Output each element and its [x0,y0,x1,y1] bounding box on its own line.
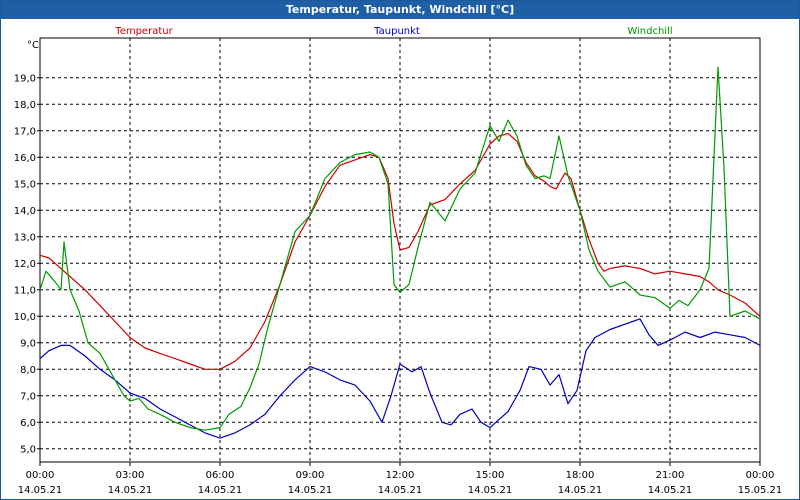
x-tick-time: 18:00 [566,470,595,481]
y-tick-label: 5,0 [20,444,36,455]
x-tick-time: 12:00 [386,470,415,481]
x-tick-time: 21:00 [656,470,685,481]
series-lines [39,66,761,439]
y-axis-unit: °C [27,40,39,51]
x-axis: 00:00 14.05.21 03:00 14.05.21 06:00 14.05.21 0… [18,462,783,496]
x-tick-time: 00:00 [26,470,55,481]
x-tick-time: 00:00 [746,470,775,481]
y-tick-label: 19,0 [14,73,36,84]
x-tick-date: 14.05.21 [648,485,693,496]
series-line-windchill [39,66,761,431]
x-tick-time: 06:00 [206,470,235,481]
legend-entry-temperatur: Temperatur [114,26,173,37]
y-tick-label: 8,0 [20,365,36,376]
y-tick-label: 11,0 [14,285,36,296]
y-tick-label: 17,0 [14,126,36,137]
series-line-taupunkt [39,318,761,439]
x-tick-time: 09:00 [296,470,325,481]
x-tick-date: 15.05.21 [738,485,783,496]
legend: Temperatur Taupunkt Windchill [114,26,672,37]
y-tick-label: 12,0 [14,259,36,270]
x-tick-date: 14.05.21 [558,485,603,496]
y-tick-label: 6,0 [20,418,36,429]
series-line-temperatur [39,132,761,370]
y-axis: 5,0 6,0 7,0 8,0 9,0 10,0 11,0 12,0 13,0 14,0 15,0 1… [14,73,40,455]
legend-entry-windchill: Windchill [627,26,672,37]
y-tick-label: 14,0 [14,206,36,217]
x-tick-date: 14.05.21 [468,485,513,496]
grid [40,38,760,462]
y-tick-label: 18,0 [14,100,36,111]
x-tick-date: 14.05.21 [198,485,243,496]
x-tick-date: 14.05.21 [108,485,153,496]
x-tick-date: 14.05.21 [18,485,63,496]
y-tick-label: 13,0 [14,232,36,243]
y-tick-label: 7,0 [20,391,36,402]
chart-title: Temperatur, Taupunkt, Windchill [°C] [1,1,799,19]
x-tick-date: 14.05.21 [288,485,333,496]
x-tick-time: 03:00 [116,470,145,481]
y-tick-label: 9,0 [20,338,36,349]
x-tick-time: 15:00 [476,470,505,481]
legend-entry-taupunkt: Taupunkt [373,26,420,37]
y-tick-label: 15,0 [14,179,36,190]
y-tick-label: 10,0 [14,312,36,323]
y-tick-label: 16,0 [14,153,36,164]
x-tick-date: 14.05.21 [378,485,423,496]
